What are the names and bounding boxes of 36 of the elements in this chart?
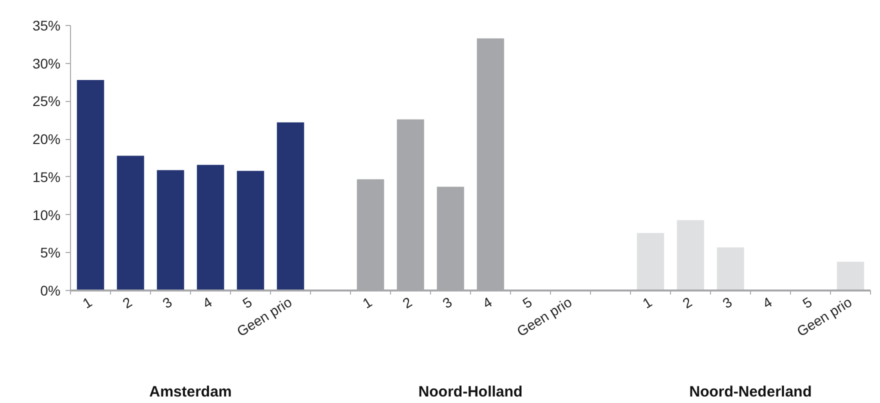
bar <box>276 122 304 290</box>
y-tick-label: 15% <box>32 168 61 185</box>
y-tick-label: 35% <box>32 18 61 34</box>
y-tick-label: 10% <box>32 206 61 223</box>
bar <box>156 170 184 290</box>
x-tick-label: 1 <box>80 294 95 312</box>
x-tick-label: 5 <box>520 294 535 312</box>
y-tick-label: 0% <box>40 282 60 298</box>
x-tick-label: 3 <box>720 294 735 312</box>
bar <box>116 156 144 290</box>
text: Amsterdam <box>149 384 232 400</box>
bar <box>716 247 744 290</box>
x-tick-label: 3 <box>440 294 455 312</box>
bar <box>836 262 864 290</box>
text: Noord-Nederland <box>689 384 812 400</box>
y-tick-label: 25% <box>32 93 61 110</box>
bar <box>196 164 224 290</box>
x-tick-label: 1 <box>640 294 655 312</box>
x-tick-label: 1 <box>360 294 375 312</box>
bar <box>636 232 664 290</box>
bar <box>236 170 264 290</box>
x-tick-label: 5 <box>240 294 255 312</box>
x-tick-label: 2 <box>400 294 415 312</box>
x-tick-label: 3 <box>160 294 175 312</box>
x-tick-label: 4 <box>760 294 775 312</box>
y-tick-label: 30% <box>32 55 61 72</box>
y-tick-label: 20% <box>32 131 61 148</box>
text: Noord-Holland <box>418 384 523 400</box>
bar <box>676 220 704 290</box>
x-tick-label: 4 <box>200 294 215 312</box>
bar <box>76 80 104 290</box>
y-tick-label: 5% <box>40 244 60 261</box>
x-tick-label: 2 <box>680 294 695 312</box>
x-tick-label: 5 <box>800 294 815 312</box>
x-tick-label: 4 <box>480 294 495 312</box>
x-tick-label: 2 <box>120 294 135 312</box>
